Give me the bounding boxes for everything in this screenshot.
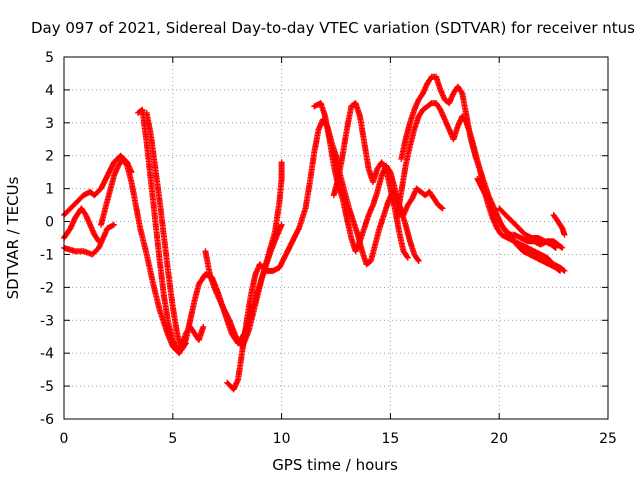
series-marker-path	[474, 175, 564, 274]
data-points	[61, 73, 568, 393]
x-tick-label: 15	[381, 431, 399, 447]
series-marker-path	[550, 212, 568, 238]
series-trace-15	[550, 212, 568, 238]
series-marker-path	[143, 109, 189, 353]
y-tick-label: 3	[45, 116, 54, 132]
series-trace-6	[143, 109, 189, 353]
y-axis-title: SDTVAR / TECUs	[4, 176, 22, 299]
x-tick-label: 10	[273, 431, 291, 447]
series-trace-14	[496, 205, 559, 251]
x-tick-label: 5	[168, 431, 177, 447]
x-axis-title: GPS time / hours	[272, 456, 398, 474]
series-marker-path	[330, 100, 411, 261]
series-trace-8	[202, 159, 285, 350]
x-tick-label: 25	[599, 431, 617, 447]
plot-frame	[63, 56, 609, 420]
y-tick-label: 0	[45, 215, 54, 231]
y-tick-label: 2	[45, 149, 54, 165]
series-marker-path	[496, 205, 559, 251]
series-marker-path	[202, 159, 285, 350]
chart-title: Day 097 of 2021, Sidereal Day-to-day VTE…	[31, 19, 635, 37]
y-tick-label: 4	[45, 83, 54, 99]
y-tick-label: -5	[40, 379, 54, 395]
y-tick-label: -2	[40, 280, 54, 296]
y-tick-label: -6	[40, 412, 54, 428]
series-trace-13	[474, 175, 564, 274]
series-marker-path	[135, 106, 207, 353]
x-tick-label: 0	[60, 431, 69, 447]
series-trace-10	[330, 100, 411, 261]
y-tick-label: 1	[45, 182, 54, 198]
series-trace-5	[135, 106, 207, 353]
y-tick-label: -1	[40, 247, 54, 263]
y-tick-label: -4	[40, 346, 54, 362]
y-tick-label: -3	[40, 313, 54, 329]
y-tick-label: 5	[45, 50, 54, 66]
x-tick-label: 20	[490, 431, 508, 447]
